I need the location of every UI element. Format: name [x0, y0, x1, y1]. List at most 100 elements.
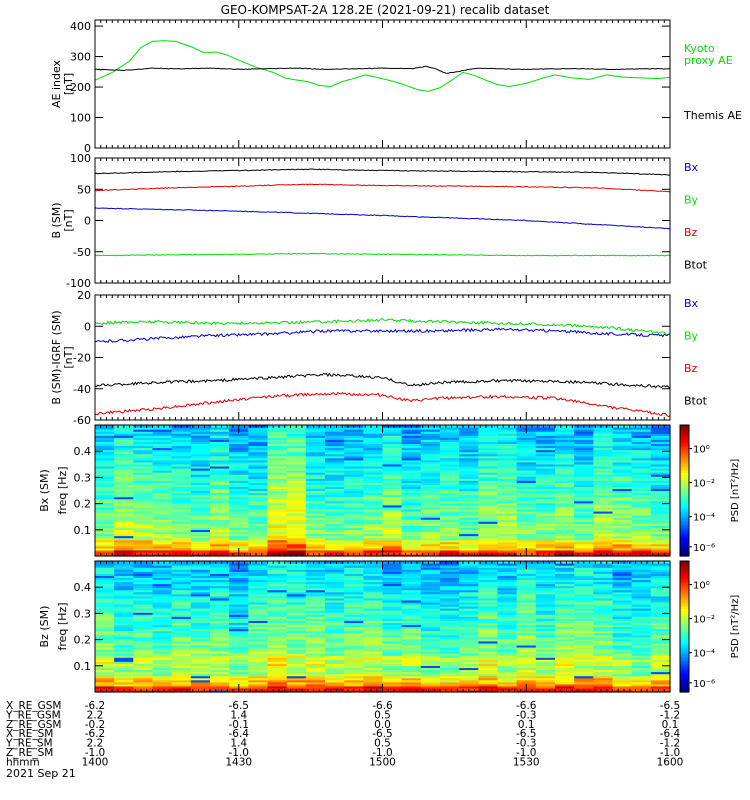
- spectrogram-cell: [267, 500, 288, 504]
- legend-label-by: By: [684, 330, 699, 343]
- spectrogram-cell: [535, 646, 556, 650]
- spectrogram-cell: [305, 549, 326, 553]
- spectrogram-cell: [95, 606, 115, 609]
- colorbar-segment: [680, 497, 689, 500]
- spectrogram-cell: [344, 515, 364, 518]
- spectrogram-cell: [229, 433, 249, 436]
- spectrogram-cell: [650, 441, 671, 445]
- spectrogram-cell: [171, 653, 192, 656]
- spectrogram-cell: [401, 543, 422, 547]
- spectrogram-cell: [114, 681, 134, 685]
- spectrogram-cell: [459, 513, 479, 516]
- spectrogram-cell: [478, 494, 499, 498]
- spectrogram-cell: [363, 626, 384, 630]
- spectrogram-cell: [229, 535, 249, 539]
- spectrogram-cell: [325, 653, 345, 656]
- spectrogram-cell: [440, 636, 460, 640]
- spectrogram-cell: [248, 447, 269, 451]
- spectrogram-cell: [210, 439, 230, 442]
- spectrogram-cell: [152, 537, 173, 541]
- spectrogram-cell: [267, 655, 288, 658]
- spectrogram-cell: [325, 478, 345, 481]
- spectrogram-cell: [344, 630, 364, 634]
- spectrogram-cell: [516, 573, 537, 576]
- spectrogram-cell: [593, 533, 614, 537]
- spectrogram-cell: [593, 523, 614, 526]
- spectrogram-cell: [382, 655, 403, 658]
- spectrogram-cell: [593, 527, 614, 530]
- spectrogram-cell: [478, 498, 499, 502]
- spectrogram-cell: [574, 675, 594, 679]
- spectrogram-cell: [190, 595, 211, 599]
- spectrogram-cell: [363, 599, 384, 603]
- spectrogram-cell: [574, 441, 594, 445]
- spectrogram-cell: [631, 589, 652, 593]
- spectrogram-cell: [114, 543, 134, 547]
- spectrogram-cell: [363, 644, 384, 648]
- spectrogram-cell: [459, 622, 479, 626]
- spectrogram-cell: [401, 601, 422, 605]
- spectrogram-cell: [152, 587, 173, 591]
- spectrogram-cell: [440, 651, 460, 654]
- spectrogram-cell: [229, 628, 249, 632]
- spectrogram-cell: [229, 587, 249, 591]
- spectrogram-cell: [516, 679, 537, 683]
- spectrogram-cell: [516, 515, 537, 518]
- spectrogram-cell: [210, 463, 230, 467]
- spectrogram-cell: [440, 553, 460, 557]
- spectrogram-cell: [593, 529, 614, 533]
- spectrogram-cell: [382, 618, 403, 621]
- spectrogram-cell: [555, 575, 575, 578]
- spectrogram-cell: [210, 573, 230, 576]
- spectrogram-cell: [650, 527, 671, 530]
- spectrogram-cell: [190, 451, 211, 455]
- spectrogram-cell: [95, 451, 115, 455]
- spectrogram-cell: [478, 614, 499, 617]
- spectrogram-cell: [478, 551, 499, 555]
- colorbar-segment: [680, 431, 689, 435]
- spectrogram-cell: [555, 510, 575, 514]
- spectrogram-cell: [344, 571, 364, 574]
- spectrogram-cell: [267, 622, 288, 626]
- spectrogram-cell: [478, 437, 499, 440]
- spectrogram-cell: [248, 513, 269, 516]
- spectrogram-cell: [555, 439, 575, 442]
- spectrogram-cell: [497, 474, 518, 477]
- spectrogram-cell: [95, 494, 115, 498]
- spectrogram-cell: [95, 525, 115, 528]
- spectrogram-cell: [497, 587, 518, 591]
- spectrogram-cell: [650, 620, 671, 624]
- spectrogram-cell: [152, 673, 173, 677]
- spectrogram-cell: [593, 659, 614, 662]
- spectrogram-cell: [420, 484, 441, 488]
- spectrogram-cell: [555, 689, 575, 693]
- spectrogram-cell: [267, 494, 288, 498]
- spectrogram-cell: [267, 689, 288, 693]
- spectrogram-cell: [133, 603, 154, 607]
- spectrogram-cell: [631, 675, 652, 679]
- spectrogram-cell: [267, 597, 288, 601]
- spectrogram-cell: [305, 567, 326, 570]
- spectrogram-cell: [171, 531, 192, 535]
- spectrogram-cell: [210, 595, 230, 599]
- spectrogram-cell: [286, 486, 307, 490]
- spectrogram-cell: [535, 585, 556, 589]
- spectrogram-cell: [152, 513, 173, 516]
- spectrogram-cell: [382, 486, 403, 490]
- spectrogram-cell: [152, 653, 173, 656]
- spectrogram-cell: [305, 634, 326, 638]
- spectrogram-cell: [171, 630, 192, 634]
- spectrogram-cell: [555, 504, 575, 508]
- spectrogram-cell: [593, 636, 614, 640]
- spectrogram-cell: [267, 486, 288, 490]
- spectrogram-cell: [497, 616, 518, 619]
- spectrogram-cell: [401, 636, 422, 640]
- spectrogram-cell: [420, 663, 441, 666]
- spectrogram-cell: [190, 644, 211, 648]
- spectrogram-cell: [459, 636, 479, 640]
- spectrogram-cell: [152, 439, 173, 442]
- spectrogram-cell: [401, 649, 422, 652]
- spectrogram-cell: [325, 523, 345, 526]
- spectrogram-cell: [267, 667, 288, 671]
- spectrogram-cell: [344, 490, 364, 494]
